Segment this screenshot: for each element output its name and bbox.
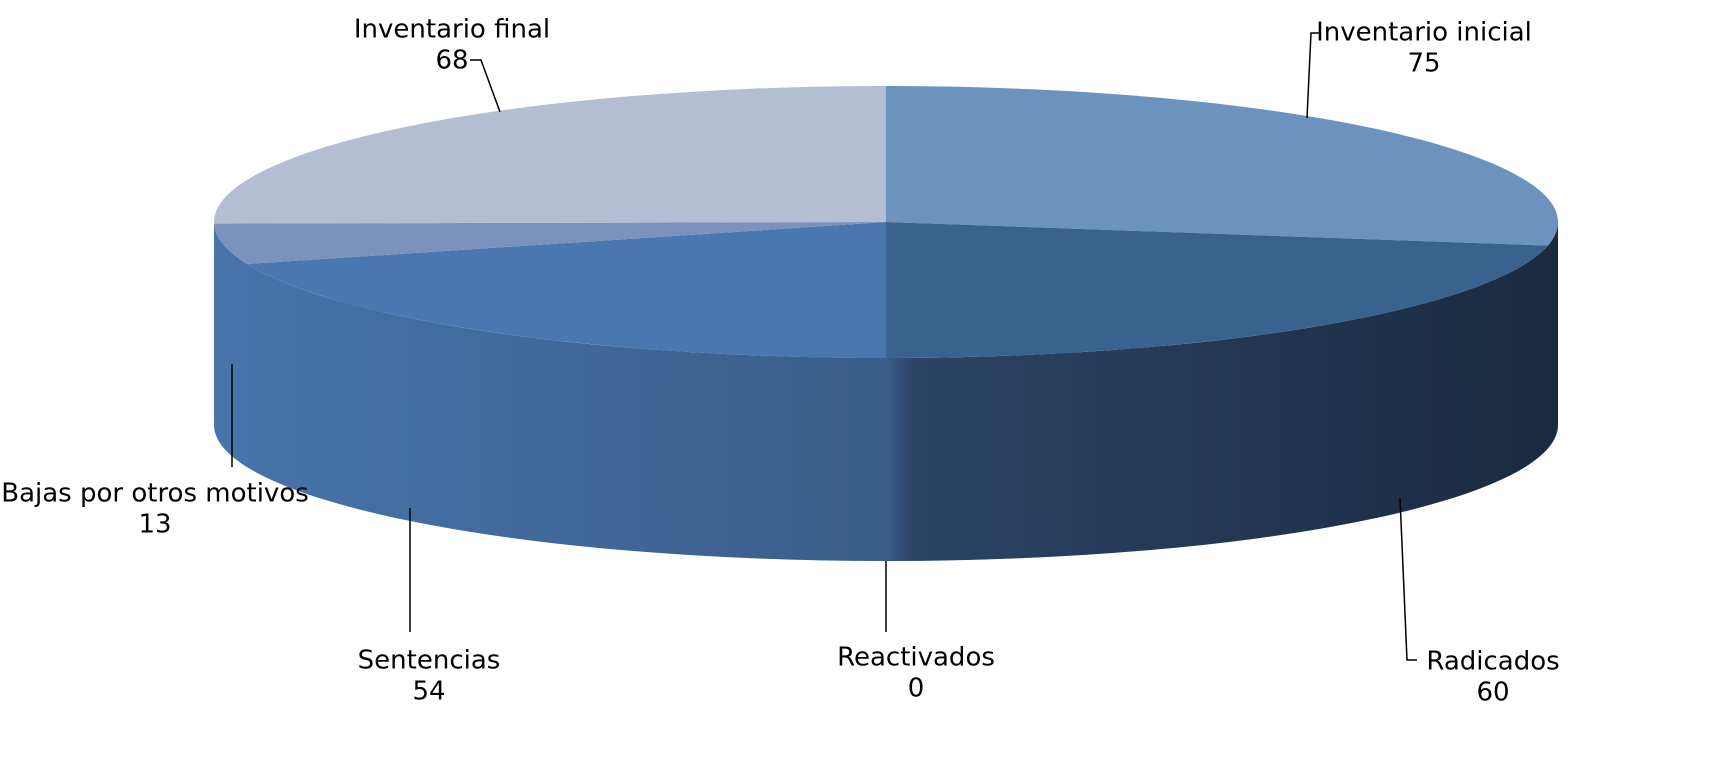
slice-radicados (886, 222, 1548, 358)
leader-line-inventario-inicial (1306, 32, 1320, 119)
leader-line-radicados (1399, 497, 1417, 661)
pie-top-face (214, 86, 1558, 358)
slice-sentencias (246, 222, 886, 358)
label-value-bajas-por-otros-motivos: 13 (138, 510, 171, 540)
label-value-sentencias: 54 (412, 677, 445, 707)
label-value-radicados: 60 (1476, 678, 1509, 708)
label-value-inventario-inicial: 75 (1407, 49, 1440, 79)
leader-line-inventario-final (470, 59, 501, 113)
label-value-reactivados: 0 (908, 674, 925, 704)
slice-inventario-inicial (886, 86, 1558, 246)
label-name-radicados: Radicados (1426, 647, 1559, 677)
leader-lines (231, 32, 1417, 661)
label-name-bajas-por-otros-motivos: Bajas por otros motivos (1, 479, 309, 509)
slice-bajas-por-otros-motivos (214, 222, 887, 265)
label-value-inventario-final: 68 (435, 46, 468, 76)
label-name-reactivados: Reactivados (837, 643, 995, 673)
slice-inventario-final (214, 86, 886, 224)
pie-side-wall (214, 222, 1558, 561)
label-name-inventario-inicial: Inventario inicial (1316, 18, 1532, 48)
label-name-sentencias: Sentencias (358, 646, 501, 676)
label-name-inventario-final: Inventario final (354, 15, 550, 45)
pie-side (214, 222, 1558, 561)
